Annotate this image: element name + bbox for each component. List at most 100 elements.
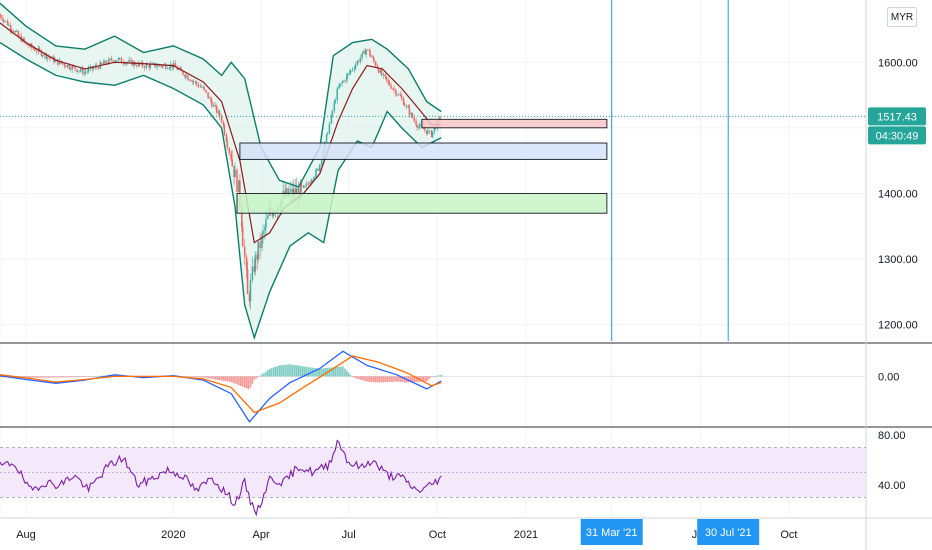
- rsi-line[interactable]: [0, 439, 442, 517]
- marker-flag-2[interactable]: [697, 519, 760, 545]
- macd-signal-line[interactable]: [0, 355, 442, 414]
- zone-rectangle-1[interactable]: [421, 118, 608, 129]
- candle-body: [416, 125, 418, 128]
- macd-histogram-bar: [320, 368, 323, 377]
- macd-histogram-bar: [301, 366, 304, 377]
- candle-body: [156, 66, 158, 68]
- candle-body: [213, 105, 215, 107]
- macd-histogram-bar: [82, 376, 84, 377]
- candle-body: [372, 56, 374, 58]
- candle-body: [87, 68, 90, 72]
- rsi-panel[interactable]: [0, 439, 866, 517]
- macd-histogram-bar: [396, 376, 398, 382]
- bollinger-band-fill: [0, 3, 442, 338]
- candle-body: [184, 74, 186, 78]
- candle-body: [356, 61, 359, 65]
- candle-body: [97, 67, 100, 69]
- candle-body: [28, 45, 30, 47]
- candle-body: [225, 134, 228, 142]
- macd-panel[interactable]: [0, 350, 866, 423]
- macd-histogram-bar: [35, 376, 38, 378]
- candle-body: [243, 246, 246, 258]
- macd-histogram-bar: [70, 376, 73, 378]
- candle-body: [267, 214, 269, 219]
- macd-histogram-bar: [45, 376, 47, 378]
- candle-body: [234, 170, 236, 178]
- bar-countdown: 04:30:49: [876, 130, 919, 142]
- candle-body: [339, 83, 341, 87]
- candle-body: [35, 50, 38, 52]
- macd-histogram-bar: [421, 376, 423, 382]
- macd-histogram-bar: [201, 376, 204, 378]
- candle-body: [390, 85, 392, 89]
- macd-histogram-bar: [373, 376, 375, 383]
- price-panel[interactable]: [0, 0, 866, 341]
- zone-rectangle-3[interactable]: [236, 193, 608, 214]
- candle-body: [169, 64, 172, 68]
- candle-body: [174, 63, 177, 67]
- candle-body: [222, 121, 225, 126]
- macd-histogram-bar: [255, 376, 257, 379]
- macd-histogram-bar: [76, 376, 78, 378]
- macd-histogram-bar: [209, 376, 211, 379]
- candle-body: [387, 79, 389, 82]
- macd-histogram-bar: [324, 368, 327, 377]
- candle-body: [439, 117, 441, 119]
- macd-histogram-bar: [440, 375, 442, 377]
- candle-body: [377, 68, 380, 73]
- candle-body: [114, 60, 117, 62]
- bollinger-upper-line[interactable]: [0, 2, 442, 188]
- candle-body: [161, 65, 163, 67]
- marker-flag-1[interactable]: [580, 519, 643, 545]
- macd-histogram-bar: [203, 376, 205, 378]
- zone-rectangle-2[interactable]: [239, 142, 608, 160]
- macd-histogram-bar: [60, 376, 63, 378]
- candle-body: [307, 183, 310, 185]
- candle-body: [123, 63, 126, 65]
- candle-body: [226, 141, 229, 148]
- macd-histogram-bar: [222, 376, 225, 381]
- macd-histogram-bar: [215, 376, 217, 380]
- macd-histogram-bar: [91, 376, 94, 377]
- price-axis-tick: 1300.00: [878, 254, 918, 266]
- bollinger-basis-line[interactable]: [0, 22, 442, 244]
- macd-histogram-bar: [392, 376, 394, 382]
- candle-body: [66, 64, 69, 68]
- macd-histogram-bar: [245, 376, 248, 389]
- candle-body: [342, 80, 344, 83]
- candle-body: [299, 182, 302, 200]
- candle-body: [285, 188, 287, 197]
- macd-histogram-bar: [388, 376, 390, 382]
- candle-body: [293, 188, 295, 197]
- macd-histogram-bar: [407, 376, 410, 383]
- candle-body: [295, 188, 298, 195]
- marker-flag-label: 31 Mar '21: [586, 527, 638, 539]
- candle-body: [308, 183, 310, 185]
- candle-body: [405, 105, 408, 107]
- candle-body: [103, 60, 105, 64]
- candle-body: [230, 152, 232, 160]
- candle-body: [431, 131, 434, 137]
- candle-body: [74, 66, 76, 70]
- currency-badge[interactable]: MYR: [887, 7, 917, 27]
- candle-body: [68, 64, 71, 69]
- macd-histogram-bar: [413, 376, 415, 383]
- countdown-badge: [868, 126, 926, 145]
- last-price-badge: [868, 107, 926, 126]
- candle-body: [361, 53, 363, 58]
- candle-body: [257, 241, 259, 260]
- macd-histogram-bar: [32, 376, 34, 378]
- bollinger-lower-line[interactable]: [0, 42, 442, 341]
- macd-histogram-bar: [295, 365, 298, 377]
- macd-histogram-bar: [62, 376, 65, 378]
- macd-histogram-bar: [93, 376, 96, 377]
- candle-body: [157, 64, 159, 67]
- candle-body: [194, 81, 197, 83]
- candle-body: [428, 130, 431, 132]
- macd-histogram-bar: [305, 366, 308, 377]
- candle-body: [251, 266, 254, 281]
- candle-body: [208, 97, 210, 99]
- macd-line[interactable]: [0, 350, 442, 423]
- candle-body: [64, 66, 67, 68]
